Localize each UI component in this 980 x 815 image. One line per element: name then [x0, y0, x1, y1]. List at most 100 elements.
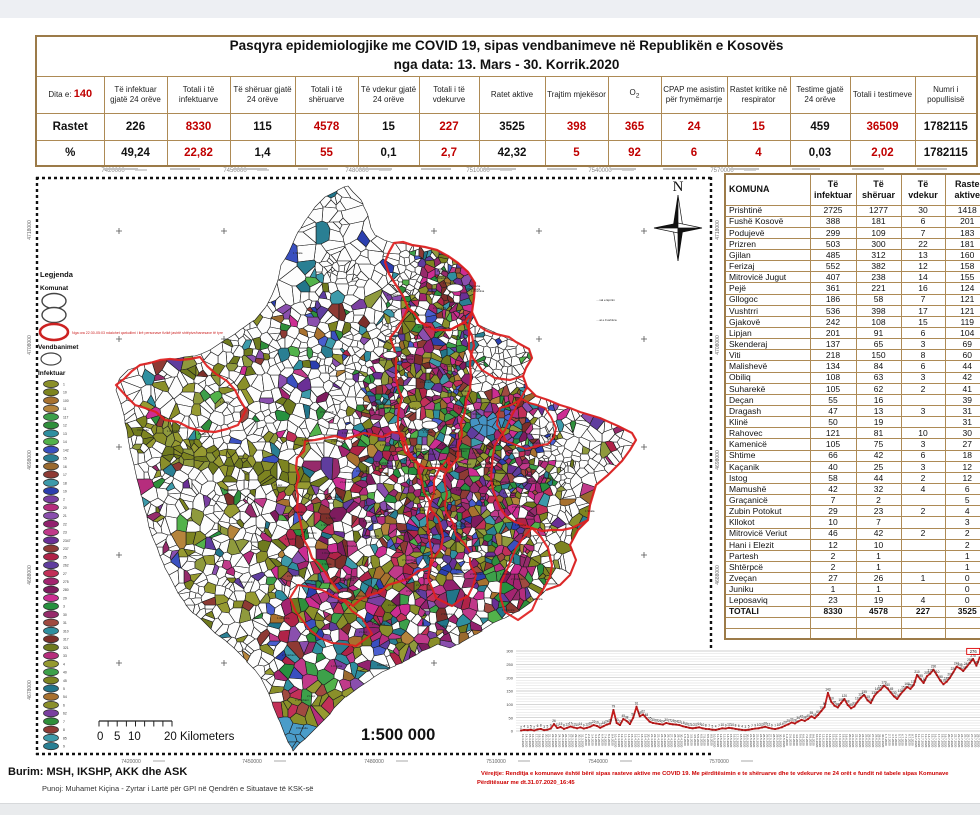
- svg-text:22: 22: [63, 522, 67, 526]
- svg-text:2: 2: [533, 725, 535, 729]
- svg-text:7450000: 7450000: [223, 168, 247, 174]
- svg-text:8: 8: [63, 728, 65, 732]
- svg-text:55: 55: [810, 711, 814, 715]
- svg-text:27.3.2020: 27.3.2020: [567, 734, 571, 748]
- svg-text:2 Llapi: 2 Llapi: [307, 694, 316, 698]
- svg-text:2 Sharbani: 2 Sharbani: [295, 698, 309, 702]
- svg-text:4: 4: [63, 662, 65, 666]
- svg-text:16: 16: [63, 465, 67, 469]
- svg-text:2 Lumadhi: 2 Lumadhi: [404, 458, 417, 462]
- svg-text:1 Shala: 1 Shala: [470, 412, 480, 416]
- svg-text:115: 115: [865, 695, 870, 699]
- svg-text:1 Bardhi: 1 Bardhi: [508, 451, 519, 455]
- svg-text:22: 22: [618, 720, 622, 724]
- svg-text:16: 16: [589, 722, 593, 726]
- svg-text:150: 150: [506, 689, 513, 694]
- svg-text:1 Shala: 1 Shala: [322, 562, 332, 566]
- svg-text:7540000: 7540000: [588, 759, 608, 765]
- svg-text:27.5.2020: 27.5.2020: [769, 734, 773, 748]
- svg-text:1 Shala: 1 Shala: [321, 523, 331, 527]
- svg-text:10: 10: [63, 391, 67, 395]
- svg-text:5: 5: [530, 725, 532, 729]
- svg-text:3 Vranidolli: 3 Vranidolli: [239, 580, 253, 584]
- svg-text:1 Krusha: 1 Krusha: [437, 269, 449, 273]
- svg-text:3: 3: [63, 605, 65, 609]
- svg-text:16.7.2020: 16.7.2020: [934, 734, 938, 748]
- svg-text:2.5.2020: 2.5.2020: [686, 734, 690, 746]
- svg-text:9.5.2020: 9.5.2020: [709, 734, 713, 746]
- svg-text:1 Gllanica: 1 Gllanica: [502, 608, 515, 612]
- svg-text:30: 30: [63, 613, 67, 617]
- svg-text:27: 27: [668, 719, 672, 723]
- svg-text:152: 152: [901, 685, 907, 689]
- svg-text:14: 14: [697, 722, 701, 726]
- svg-text:27.6.2020: 27.6.2020: [871, 734, 875, 748]
- svg-text:6.7.2020: 6.7.2020: [901, 734, 905, 746]
- svg-text:180: 180: [921, 678, 927, 682]
- svg-text:30: 30: [664, 718, 668, 722]
- svg-text:1 Gllanica: 1 Gllanica: [541, 476, 554, 480]
- svg-text:18.6.2020: 18.6.2020: [841, 734, 845, 748]
- svg-text:3.7.2020: 3.7.2020: [891, 734, 895, 746]
- svg-text:1 Prizreni: 1 Prizreni: [354, 594, 367, 598]
- svg-text:7.4.2020: 7.4.2020: [604, 734, 608, 746]
- svg-text:50: 50: [509, 715, 514, 720]
- svg-text:22.5.2020: 22.5.2020: [752, 734, 756, 748]
- svg-text:15: 15: [63, 457, 67, 461]
- svg-text:4698000: 4698000: [715, 450, 721, 470]
- svg-text:26.4.2020: 26.4.2020: [666, 734, 670, 748]
- svg-text:5: 5: [63, 687, 65, 691]
- svg-text:175: 175: [941, 679, 947, 683]
- svg-text:24.7.2020: 24.7.2020: [960, 734, 964, 748]
- svg-text:160: 160: [885, 683, 891, 687]
- svg-text:1 Shala: 1 Shala: [293, 251, 303, 255]
- svg-text:1 Prishtina: 1 Prishtina: [456, 488, 470, 492]
- svg-text:250: 250: [506, 662, 513, 667]
- svg-text:28: 28: [608, 718, 612, 722]
- svg-text:190: 190: [937, 675, 943, 679]
- svg-text:2 Sharbani: 2 Sharbani: [435, 276, 449, 280]
- svg-text:9.6.2020: 9.6.2020: [812, 734, 816, 746]
- svg-text:22.4.2020: 22.4.2020: [653, 734, 657, 748]
- svg-text:9.7.2020: 9.7.2020: [911, 734, 915, 746]
- svg-text:12: 12: [63, 424, 67, 428]
- svg-text:36: 36: [796, 716, 800, 720]
- svg-text:10: 10: [701, 723, 705, 727]
- svg-text:3 Vranidolli: 3 Vranidolli: [320, 410, 334, 414]
- svg-text:9: 9: [63, 745, 65, 749]
- svg-text:1 Prishtina: 1 Prishtina: [363, 519, 377, 523]
- svg-text:1 Gllanica: 1 Gllanica: [487, 479, 500, 483]
- svg-text:60: 60: [816, 710, 820, 714]
- svg-text:1 Bardhi: 1 Bardhi: [224, 488, 235, 492]
- svg-text:27: 27: [63, 572, 67, 576]
- svg-text:4718000: 4718000: [27, 220, 33, 240]
- svg-text:16.4.2020: 16.4.2020: [633, 734, 637, 748]
- svg-text:29.5.2020: 29.5.2020: [775, 734, 779, 748]
- svg-text:19: 19: [63, 490, 67, 494]
- svg-text:2 Lumadhi: 2 Lumadhi: [343, 576, 356, 580]
- svg-text:1 Gllanica: 1 Gllanica: [530, 597, 543, 601]
- svg-text:6.4.2020: 6.4.2020: [600, 734, 604, 746]
- svg-text:1.6.2020: 1.6.2020: [785, 734, 789, 746]
- svg-text:79: 79: [612, 705, 616, 709]
- svg-text:29.7.2020: 29.7.2020: [977, 734, 980, 748]
- svg-text:2 Sharbani: 2 Sharbani: [470, 572, 484, 576]
- svg-text:205: 205: [924, 671, 930, 675]
- svg-text:35: 35: [648, 717, 652, 721]
- svg-text:7: 7: [708, 724, 710, 728]
- svg-text:4688000: 4688000: [715, 565, 721, 585]
- svg-text:12.4.2020: 12.4.2020: [620, 734, 624, 748]
- svg-text:2 Llapi: 2 Llapi: [359, 630, 368, 634]
- svg-text:2 Lumadhi: 2 Lumadhi: [444, 364, 457, 368]
- svg-text:105: 105: [838, 698, 844, 702]
- svg-text:38: 38: [803, 716, 807, 720]
- svg-text:2 Lumadhi: 2 Lumadhi: [423, 492, 436, 496]
- svg-text:185: 185: [944, 677, 950, 681]
- svg-text:158: 158: [908, 684, 914, 688]
- svg-text:25.4.2020: 25.4.2020: [663, 734, 667, 748]
- svg-text:11: 11: [556, 723, 560, 727]
- svg-text:0: 0: [511, 729, 514, 734]
- svg-text:4: 4: [715, 725, 717, 729]
- svg-text:12.5.2020: 12.5.2020: [719, 734, 723, 748]
- svg-text:16.5.2020: 16.5.2020: [732, 734, 736, 748]
